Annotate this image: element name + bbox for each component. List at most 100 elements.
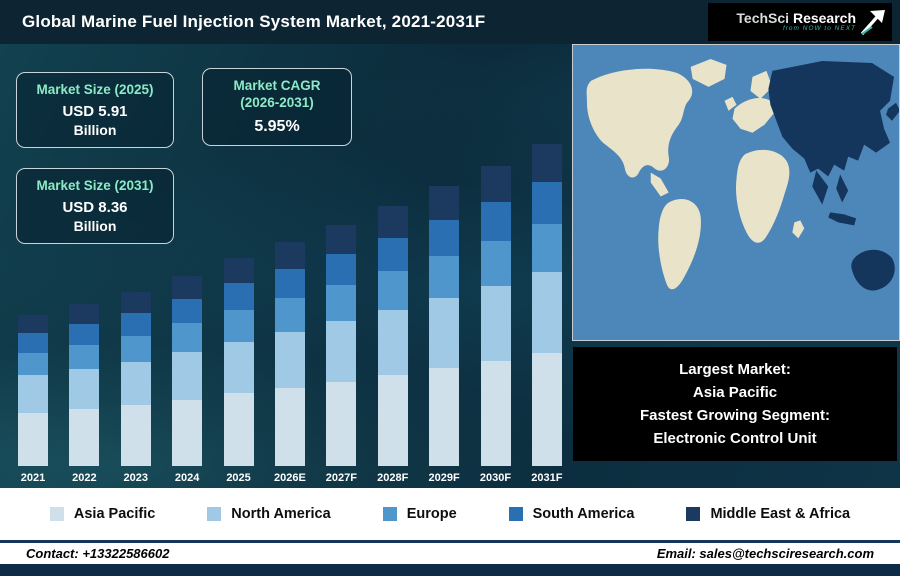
bar-segment [223,393,254,466]
page-title: Global Marine Fuel Injection System Mark… [22,12,486,31]
bar-segment [480,165,511,202]
x-axis-label: 2028F [377,472,409,484]
bar-segment [223,341,254,394]
legend-label: Middle East & Africa [710,506,851,522]
map-australia-highlight [851,249,895,291]
legend-swatch [207,507,222,521]
brand-name-secondary: Research [792,10,856,27]
map-europe [732,98,775,133]
market-size-2025-unit: Billion [73,121,117,138]
bar-stack [18,315,48,466]
bar-column: 2026E [267,242,313,486]
map-india-highlight [812,170,829,205]
map-greenland [690,58,727,87]
bar-segment [429,186,460,220]
bar-segment [429,256,460,299]
key-facts-box: Largest Market: Asia Pacific Fastest Gro… [573,347,897,461]
bar-segment [18,375,48,414]
market-size-2031-value: USD 8.36 [62,198,128,216]
largest-market-label: Largest Market: [679,360,791,378]
chart-legend: Asia Pacific North America Europe South Ame… [0,488,900,540]
x-axis-label: 2024 [174,472,200,484]
chart-area: Market Size (2025) USD 5.91 Billion Mark… [0,44,900,488]
map-scandinavia [750,70,773,99]
world-map-image [573,45,899,340]
fastest-segment-label: Fastest Growing Segment: [639,407,831,424]
bar-segment [531,272,562,353]
market-cagr-title: Market CAGR [233,78,321,93]
bar-column: 2021 [10,315,56,486]
footer: Contact: +13322586602 Email: sales@techs… [0,540,900,576]
market-cagr-subtitle: (2026-2031) [240,94,314,110]
bar-segment [377,206,408,238]
x-axis-label: 2031F [531,472,563,484]
bar-segment [531,224,562,273]
bar-segment [326,321,357,382]
bar-segment [429,298,460,368]
bar-segment [69,304,100,324]
x-axis-label: 2029F [428,472,460,484]
legend-swatch [49,507,64,521]
map-asia-highlight [768,60,895,177]
world-map [572,44,900,341]
brand-tagline: from NOW to NEXT [782,24,856,32]
legend-item: Middle East & Africa [686,506,850,522]
bar-segment [223,283,254,311]
bar-stack [120,292,151,466]
bar-segment [69,344,100,369]
market-cagr-value: 5.95% [254,117,300,135]
bar-stack [531,143,562,466]
bar-stack [429,186,460,466]
bar-column: 2025 [216,258,262,486]
bar-segment [377,237,408,272]
bar-segment [120,292,151,313]
market-cagr-box: Market CAGR (2026-2031) 5.95% [202,68,352,146]
bar-column: 2031F [524,143,570,486]
map-central-america [650,172,669,197]
bar-segment [274,331,305,388]
market-size-2031-unit: Billion [73,217,117,234]
bar-stack [172,275,203,466]
bar-stack [480,165,511,466]
bar-column: 2027F [318,224,364,486]
legend-item: South America [508,506,634,522]
bar-column: 2029F [421,186,467,486]
map-japan-highlight [886,102,899,121]
bar-segment [18,315,48,334]
fastest-segment-value: Electronic Control Unit [653,430,817,448]
bar-chart: 2021 2022 2023 2024 2025 2026E 2027F 2028F 2029F… [10,143,570,486]
bar-column: 2022 [61,304,107,486]
map-madagascar [792,220,805,239]
bar-segment [223,310,254,342]
brand-logo: TechSci Research from NOW to NEXT [708,3,892,41]
legend-label: Asia Pacific [73,506,156,522]
bar-segment [69,409,100,466]
header: Global Marine Fuel Injection System Mark… [0,0,900,44]
bar-segment [120,405,151,466]
footer-bottom-bar [0,564,900,576]
legend-swatch [508,507,523,521]
bar-segment [377,375,408,466]
bar-segment [531,143,562,183]
bar-segment [274,387,305,466]
x-axis-label: 2026E [274,472,306,484]
bar-segment [120,335,151,362]
x-axis-label: 2023 [123,472,149,484]
bar-segment [480,285,511,361]
legend-swatch [382,507,397,521]
bar-segment [172,275,203,299]
bar-segment [326,381,357,466]
legend-item: Asia Pacific [49,506,156,522]
x-axis-label: 2027F [325,472,357,484]
bar-segment [326,253,357,286]
bar-segment [480,201,511,242]
bar-segment [274,298,305,332]
legend-label: North America [231,506,331,522]
market-size-2025-value: USD 5.91 [62,102,128,120]
bar-stack [326,224,357,466]
bar-column: 2028F [370,206,416,486]
bar-segment [531,182,562,225]
bar-segment [18,352,48,376]
contact-phone: Contact: +13322586602 [26,546,170,561]
